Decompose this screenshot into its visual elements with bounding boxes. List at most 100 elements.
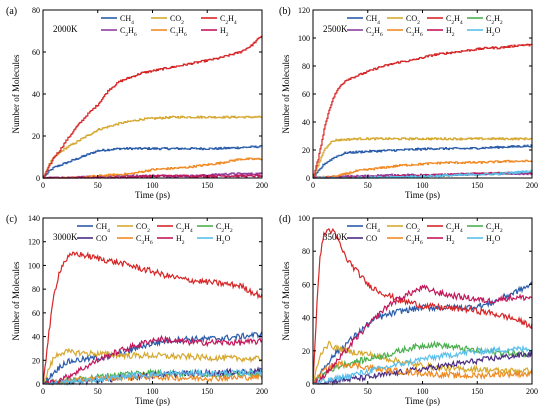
y-tick-label: 20 bbox=[302, 146, 310, 155]
x-tick-label: 0 bbox=[311, 181, 315, 190]
x-tick-label: 200 bbox=[256, 181, 268, 190]
y-tick-label: 80 bbox=[302, 62, 310, 71]
legend-label: H2 bbox=[176, 234, 185, 246]
legend-label: CO2 bbox=[136, 222, 150, 234]
y-tick-label: 20 bbox=[302, 347, 310, 356]
series-line-c3h6 bbox=[313, 159, 533, 179]
legend-label: H2O bbox=[216, 234, 231, 246]
series-line-ch4 bbox=[313, 144, 533, 179]
series-line-c2h4 bbox=[42, 251, 263, 385]
y-tick-label: 0 bbox=[306, 380, 310, 389]
x-tick-label: 50 bbox=[364, 181, 372, 190]
temperature-label: 2500K bbox=[323, 24, 348, 34]
legend-label: C2H6 bbox=[366, 26, 383, 38]
y-tick-label: 40 bbox=[302, 314, 310, 323]
y-tick-label: 40 bbox=[32, 90, 40, 99]
x-tick-label: 100 bbox=[147, 181, 159, 190]
legend-label: CO2 bbox=[406, 14, 420, 26]
panel-2: (c) 0 50 100 150 200 0 20 40 60 80 100 120 140 Time (p… bbox=[6, 214, 268, 406]
series-line-co2 bbox=[312, 340, 533, 385]
x-tick-label: 50 bbox=[364, 387, 372, 396]
panel-label: (d) bbox=[279, 214, 291, 225]
series-line-co2 bbox=[42, 347, 263, 385]
legend-label: CH4 bbox=[366, 14, 380, 26]
x-tick-label: 0 bbox=[311, 387, 315, 396]
panel-label: (b) bbox=[279, 6, 291, 17]
legend-label: C2H6 bbox=[120, 26, 137, 38]
panel-0: (a) 0 50 100 150 200 0 20 40 60 80 Time (ps) Number … bbox=[6, 6, 268, 200]
x-axis-label: Time (ps) bbox=[135, 396, 170, 406]
panel-label: (a) bbox=[6, 6, 17, 17]
legend-label: CO bbox=[366, 234, 377, 243]
y-tick-label: 120 bbox=[298, 6, 310, 15]
y-tick-label: 60 bbox=[302, 90, 310, 99]
series-line-ch4 bbox=[42, 331, 263, 385]
y-tick-label: 20 bbox=[32, 356, 40, 365]
x-tick-label: 50 bbox=[94, 387, 102, 396]
y-tick-label: 60 bbox=[32, 48, 40, 57]
legend-label: H2 bbox=[446, 26, 455, 38]
y-tick-label: 80 bbox=[32, 6, 40, 15]
legend-label: H2 bbox=[220, 26, 229, 38]
x-tick-label: 0 bbox=[41, 181, 45, 190]
x-tick-label: 100 bbox=[417, 181, 429, 190]
x-axis-label: Time (ps) bbox=[135, 190, 170, 200]
series-line-c3h6 bbox=[312, 359, 533, 385]
x-tick-label: 100 bbox=[417, 387, 429, 396]
series-line-co bbox=[312, 351, 533, 386]
temperature-label: 3000K bbox=[53, 232, 78, 242]
y-tick-label: 60 bbox=[302, 280, 310, 289]
x-tick-label: 200 bbox=[256, 387, 268, 396]
series-line-co2 bbox=[43, 115, 263, 179]
series-line-h2 bbox=[42, 334, 263, 386]
y-axis-label: Number of Molecules bbox=[11, 54, 21, 133]
y-axis-label: Number of Molecules bbox=[11, 261, 21, 340]
series-line-c2h4 bbox=[312, 227, 533, 385]
legend-label: H2 bbox=[446, 234, 455, 246]
y-tick-label: 0 bbox=[36, 380, 40, 389]
y-tick-label: 100 bbox=[298, 34, 310, 43]
legend-label: H2O bbox=[486, 234, 501, 246]
legend-label: CH4 bbox=[366, 222, 380, 234]
legend-label: CO2 bbox=[170, 14, 184, 26]
y-tick-label: 100 bbox=[28, 261, 40, 270]
x-tick-label: 50 bbox=[94, 181, 102, 190]
legend-label: H2O bbox=[486, 26, 501, 38]
series-line-co2 bbox=[313, 137, 533, 179]
y-tick-label: 40 bbox=[32, 333, 40, 342]
series-line-h2o bbox=[312, 344, 533, 385]
legend-label: C2H4 bbox=[220, 14, 237, 26]
y-tick-label: 120 bbox=[28, 238, 40, 247]
legend-label: C2H4 bbox=[446, 14, 463, 26]
legend-label: CH4 bbox=[120, 14, 134, 26]
y-tick-label: 20 bbox=[32, 132, 40, 141]
series-line-ch4 bbox=[43, 144, 263, 179]
legend-label: CO2 bbox=[406, 222, 420, 234]
temperature-label: 3500K bbox=[323, 232, 348, 242]
legend-label: CO bbox=[96, 234, 107, 243]
y-tick-label: 0 bbox=[306, 174, 310, 183]
legend-label: CH4 bbox=[96, 222, 110, 234]
legend-label: C2H2 bbox=[486, 14, 503, 26]
panel-label: (c) bbox=[6, 214, 17, 225]
y-tick-label: 60 bbox=[32, 309, 40, 318]
legend-label: C3H6 bbox=[170, 26, 187, 38]
y-axis-label: Number of Molecules bbox=[281, 54, 291, 133]
x-tick-label: 150 bbox=[471, 181, 483, 190]
series-line-ch4 bbox=[312, 281, 533, 385]
legend-label: C2H4 bbox=[176, 222, 193, 234]
x-axis-label: Time (ps) bbox=[405, 190, 440, 200]
x-axis-label: Time (ps) bbox=[405, 396, 440, 406]
y-tick-label: 140 bbox=[28, 214, 40, 223]
legend-label: C3H6 bbox=[136, 234, 153, 246]
y-tick-label: 40 bbox=[302, 118, 310, 127]
x-tick-label: 150 bbox=[471, 387, 483, 396]
series-line-h2 bbox=[312, 284, 533, 385]
y-axis-label: Number of Molecules bbox=[281, 261, 291, 340]
series-line-h2o bbox=[42, 367, 263, 387]
legend-label: C3H6 bbox=[406, 234, 423, 246]
x-tick-label: 200 bbox=[526, 387, 538, 396]
x-tick-label: 150 bbox=[201, 387, 213, 396]
series-line-c2h4 bbox=[313, 43, 533, 179]
